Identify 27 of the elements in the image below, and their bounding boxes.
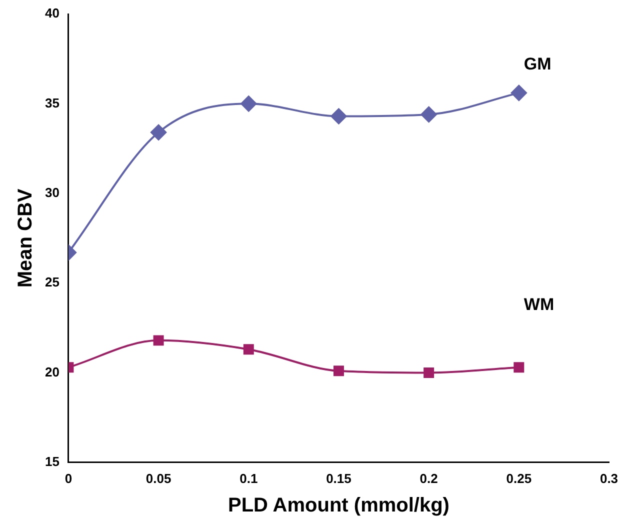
- y-tick-label: 30: [44, 184, 60, 200]
- text: WM: [524, 295, 554, 314]
- point: [243, 344, 254, 355]
- x-tick-label: 0.1: [240, 470, 258, 486]
- point: [424, 367, 434, 378]
- y-axis-title: Mean CBV: [14, 188, 37, 288]
- point: [330, 108, 347, 124]
- point: [240, 96, 257, 112]
- y-tick-label: 40: [44, 6, 60, 21]
- y-tick-label: 25: [44, 274, 60, 290]
- point: [514, 362, 524, 373]
- x-tick-label: 0.15: [326, 470, 352, 486]
- point: [333, 366, 344, 376]
- x-tick-label: 0: [64, 470, 72, 486]
- x-tick-label: 0.05: [146, 470, 172, 486]
- series-label: GM: [524, 54, 552, 74]
- x-axis-title: PLD Amount (mmol/kg): [228, 494, 450, 517]
- point: [420, 106, 437, 122]
- point: [153, 335, 164, 346]
- y-tick-label: 20: [44, 364, 60, 380]
- point: [150, 124, 167, 140]
- x-tick-label: 0.2: [420, 470, 438, 486]
- point: [510, 84, 527, 101]
- x-tick-label: 0.25: [506, 470, 532, 486]
- x-tick-label: 0.3: [600, 470, 618, 486]
- y-tick-label: 15: [44, 454, 60, 469]
- y-tick-label: 35: [44, 95, 60, 110]
